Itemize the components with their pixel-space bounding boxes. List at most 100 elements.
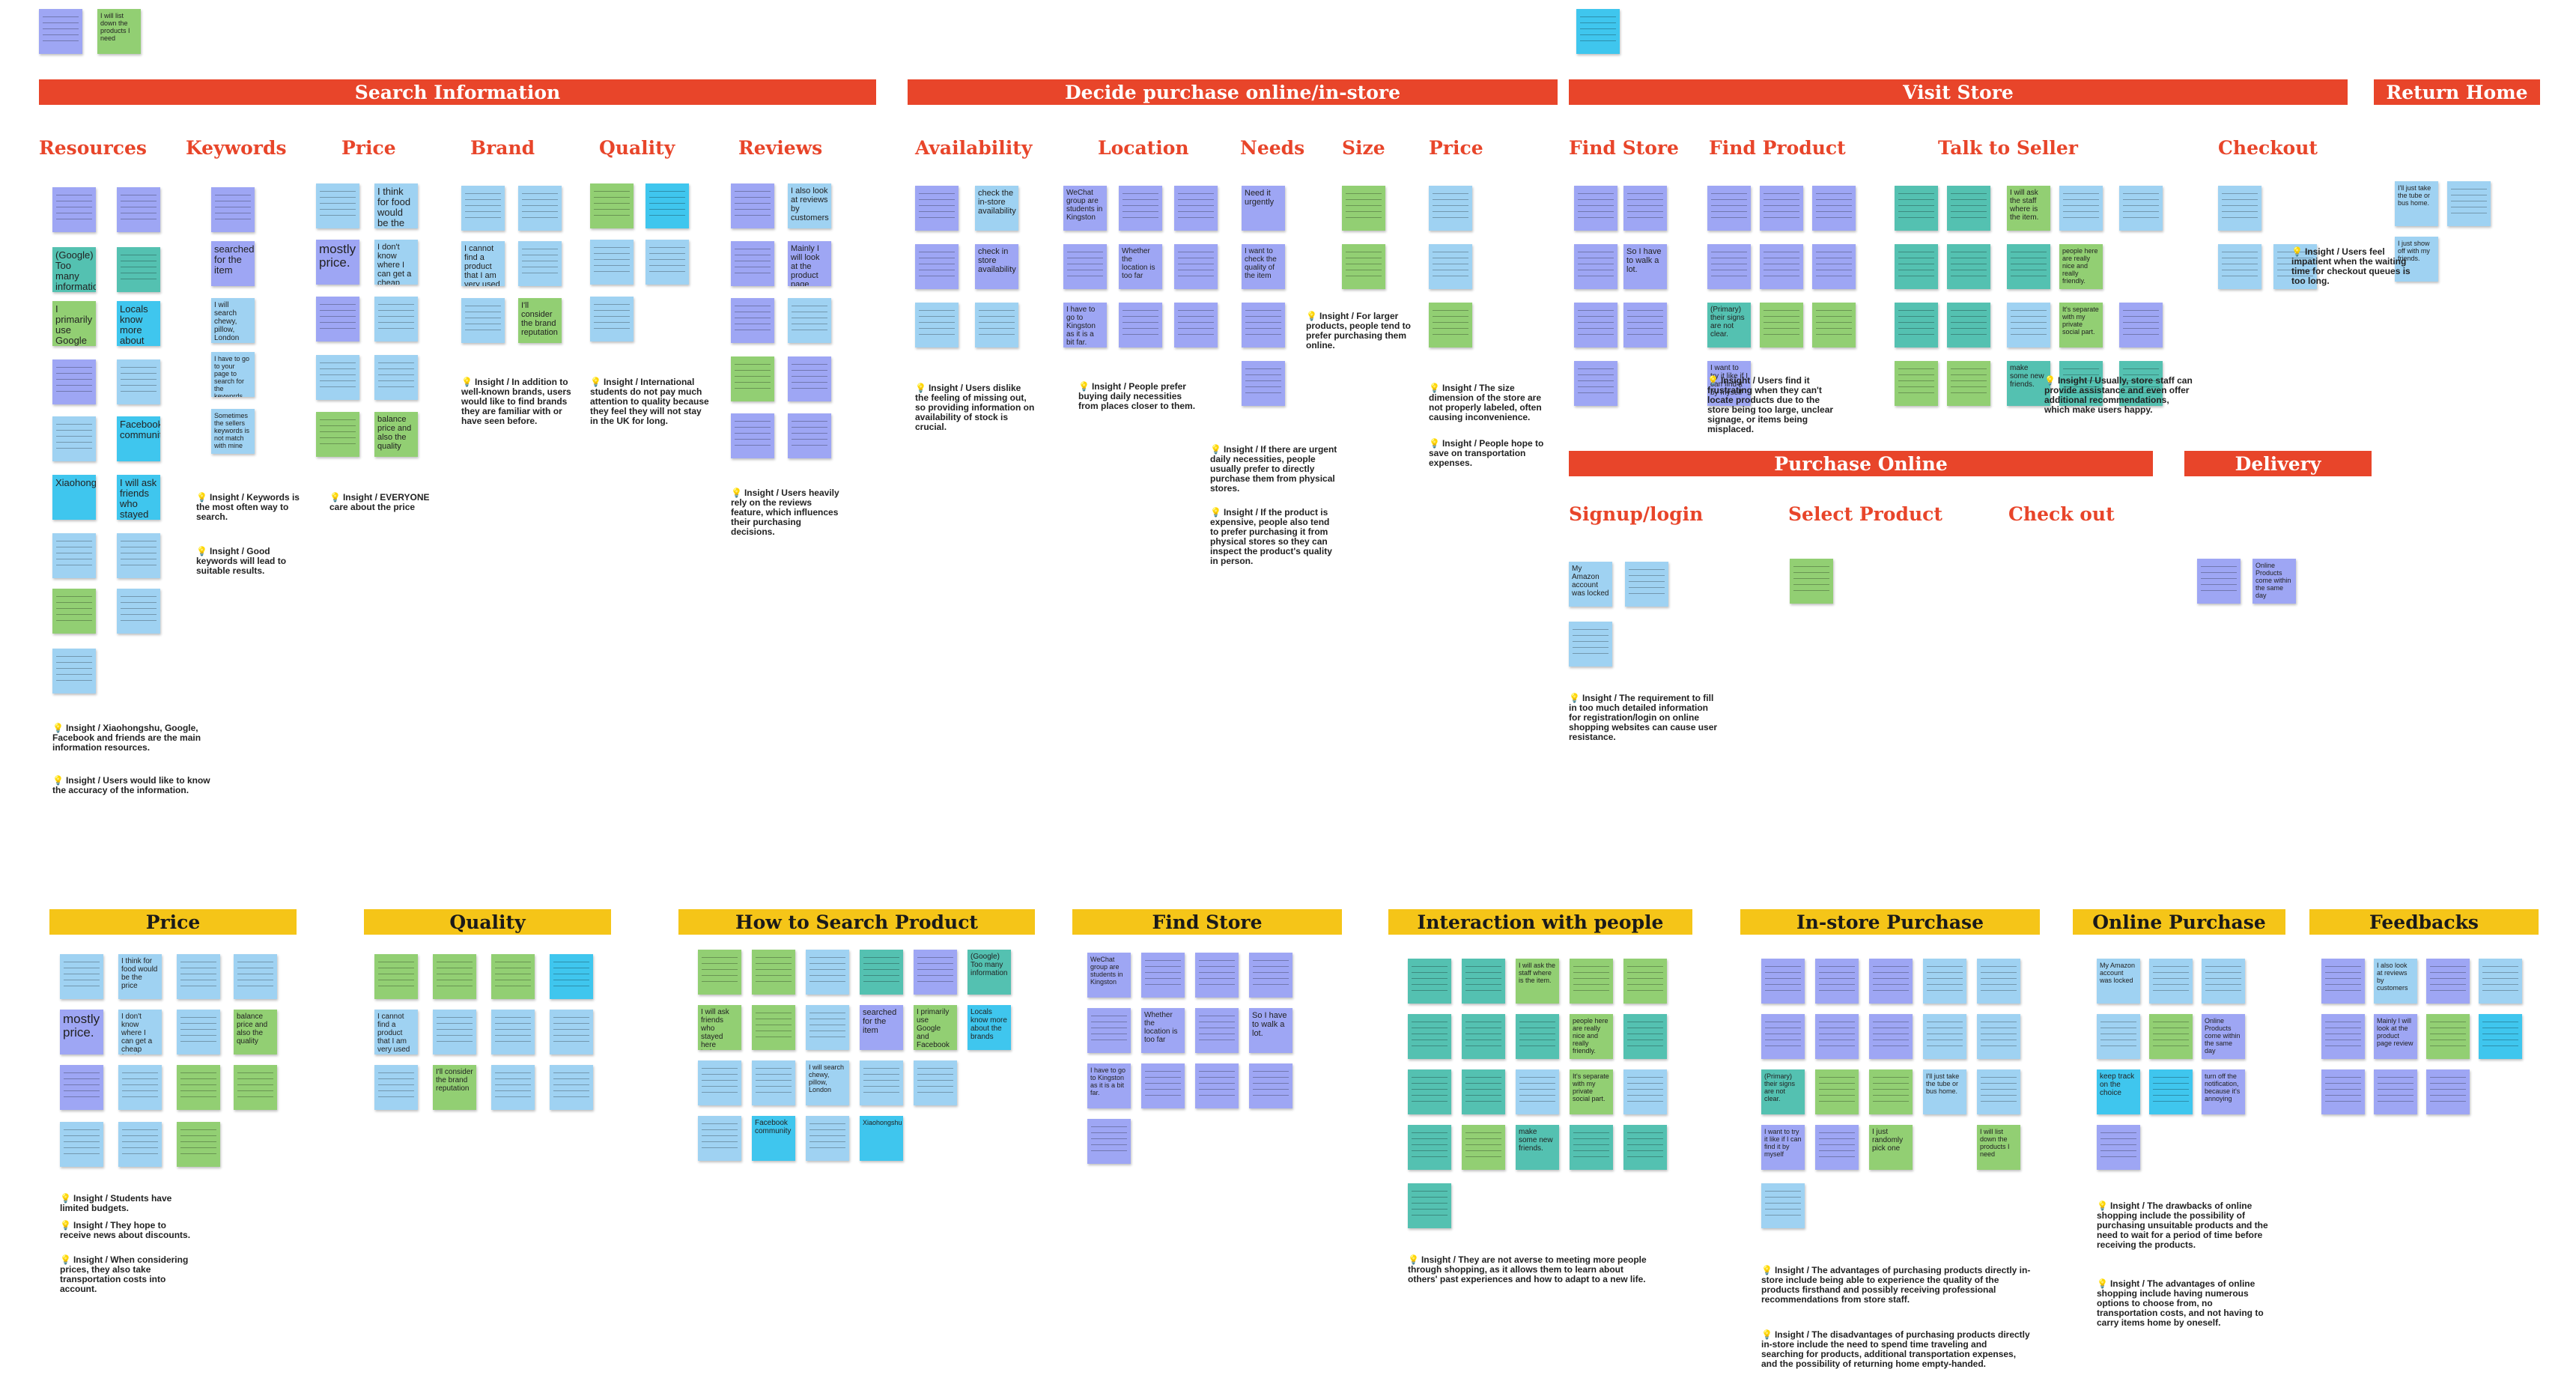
sticky-note[interactable] <box>1242 361 1285 406</box>
sticky-note[interactable] <box>211 187 255 232</box>
sticky-note[interactable]: Online Products come within the same day <box>2202 1014 2245 1059</box>
sticky-note[interactable] <box>860 950 903 995</box>
sticky-note[interactable] <box>1977 959 2020 1004</box>
sticky-note[interactable] <box>1174 244 1218 289</box>
sticky-note[interactable] <box>788 356 831 401</box>
sticky-note[interactable] <box>118 1065 162 1110</box>
sticky-note[interactable] <box>491 1065 535 1110</box>
sticky-note[interactable] <box>1429 303 1472 348</box>
sticky-note[interactable]: My Amazon account was locked <box>1569 562 1612 607</box>
sticky-note[interactable]: I also look at reviews by customers <box>2374 959 2417 1004</box>
sticky-note[interactable] <box>1574 361 1617 406</box>
sticky-note[interactable] <box>2059 361 2103 406</box>
sticky-note[interactable]: I also look at reviews by customers <box>788 183 831 228</box>
sticky-note[interactable]: I'll just take the tube or bus home. <box>1923 1069 1966 1114</box>
sticky-note[interactable]: Mainly I will look at the product page r… <box>2374 1014 2417 1059</box>
sticky-note[interactable] <box>1429 186 1472 231</box>
sticky-note[interactable] <box>2149 959 2193 1004</box>
sticky-note[interactable] <box>731 183 774 228</box>
sticky-note[interactable] <box>2273 244 2317 289</box>
sticky-note[interactable] <box>177 1065 220 1110</box>
sticky-note[interactable] <box>1195 1008 1239 1053</box>
sticky-note[interactable] <box>752 950 795 995</box>
sticky-note[interactable] <box>234 954 277 999</box>
sticky-note[interactable] <box>491 954 535 999</box>
sticky-note[interactable]: Whether the location is too far <box>1141 1008 1185 1053</box>
sticky-note[interactable]: Facebook community <box>117 416 160 461</box>
sticky-note[interactable] <box>1623 1069 1667 1114</box>
sticky-note[interactable] <box>2097 1125 2140 1170</box>
sticky-note[interactable]: I have to go to Kingston as it is a bit … <box>1063 303 1107 348</box>
sticky-note[interactable] <box>1895 303 1938 348</box>
sticky-note[interactable] <box>698 1116 741 1161</box>
sticky-note[interactable]: balance price and also the quality <box>374 412 418 457</box>
sticky-note[interactable] <box>806 950 849 995</box>
sticky-note[interactable]: I'll consider the brand reputation <box>433 1065 476 1110</box>
sticky-note[interactable]: Mainly I will look at the product page r… <box>788 241 831 286</box>
sticky-note[interactable] <box>1760 303 1803 348</box>
sticky-note[interactable]: mostly price. <box>60 1010 103 1054</box>
sticky-note[interactable]: people here are really nice and really f… <box>1570 1014 1613 1059</box>
sticky-note[interactable] <box>2218 244 2261 289</box>
sticky-note[interactable] <box>1623 186 1667 231</box>
sticky-note[interactable] <box>731 241 774 286</box>
sticky-note[interactable] <box>1195 1063 1239 1108</box>
sticky-note[interactable]: I will ask friends who stayed here befor… <box>698 1005 741 1050</box>
sticky-note[interactable]: balance price and also the quality <box>234 1010 277 1054</box>
sticky-note[interactable] <box>2097 1014 2140 1059</box>
sticky-note[interactable]: So I have to walk a lot. <box>1249 1008 1292 1053</box>
sticky-note[interactable] <box>374 297 418 342</box>
sticky-note[interactable] <box>1761 959 1805 1004</box>
sticky-note[interactable]: keep track on the choice <box>2097 1069 2140 1114</box>
sticky-note[interactable] <box>1815 1014 1859 1059</box>
sticky-note[interactable] <box>2426 959 2470 1004</box>
sticky-note[interactable]: Locals know more about the brands <box>117 301 160 346</box>
sticky-note[interactable] <box>788 298 831 343</box>
sticky-note[interactable] <box>915 186 959 231</box>
sticky-note[interactable] <box>117 247 160 292</box>
sticky-note[interactable]: Whether the location is too far <box>1119 244 1162 289</box>
sticky-note[interactable] <box>52 359 96 404</box>
sticky-note[interactable] <box>550 954 593 999</box>
sticky-note[interactable] <box>2119 361 2163 406</box>
sticky-note[interactable] <box>1342 244 1385 289</box>
sticky-note[interactable]: So I have to walk a lot. <box>1623 244 1667 289</box>
sticky-note[interactable] <box>550 1010 593 1054</box>
sticky-note[interactable] <box>1462 1069 1505 1114</box>
sticky-note[interactable] <box>1895 186 1938 231</box>
sticky-note[interactable] <box>39 9 82 54</box>
sticky-note[interactable] <box>1869 959 1913 1004</box>
sticky-note[interactable]: (Google) Too many information <box>967 950 1011 995</box>
sticky-note[interactable]: Sometimes the sellers keywords is not ma… <box>211 409 255 454</box>
sticky-note[interactable] <box>1141 953 1185 998</box>
sticky-note[interactable] <box>2218 186 2261 231</box>
sticky-note[interactable] <box>374 355 418 400</box>
sticky-note[interactable] <box>1947 186 1990 231</box>
sticky-note[interactable] <box>1569 622 1612 667</box>
sticky-note[interactable]: I primarily use Google and Facebook <box>52 301 96 346</box>
sticky-note[interactable] <box>2321 1069 2365 1114</box>
sticky-note[interactable] <box>1063 244 1107 289</box>
sticky-note[interactable] <box>1087 1119 1131 1164</box>
sticky-note[interactable]: Locals know more about the brands <box>967 1005 1011 1050</box>
sticky-note[interactable]: (Primary) their signs are not clear. <box>1761 1069 1805 1114</box>
sticky-note[interactable] <box>117 359 160 404</box>
sticky-note[interactable] <box>1516 1014 1559 1059</box>
sticky-note[interactable] <box>117 533 160 578</box>
sticky-note[interactable]: I will list down the products I need <box>97 9 141 54</box>
sticky-note[interactable] <box>1812 303 1856 348</box>
sticky-note[interactable] <box>1570 1125 1613 1170</box>
sticky-note[interactable] <box>1574 303 1617 348</box>
sticky-note[interactable] <box>1623 303 1667 348</box>
sticky-note[interactable]: WeChat group are students in Kingston <box>1087 953 1131 998</box>
sticky-note[interactable] <box>645 183 689 228</box>
sticky-note[interactable]: people here are really nice and really f… <box>2059 244 2103 289</box>
sticky-note[interactable]: Xiaohongshu <box>52 475 96 520</box>
sticky-note[interactable] <box>2426 1014 2470 1059</box>
sticky-note[interactable] <box>1174 186 1218 231</box>
sticky-note[interactable] <box>1462 1125 1505 1170</box>
sticky-note[interactable] <box>1947 303 1990 348</box>
sticky-note[interactable] <box>1707 186 1751 231</box>
sticky-note[interactable]: Xiaohongshu <box>860 1116 903 1161</box>
sticky-note[interactable] <box>806 1005 849 1050</box>
